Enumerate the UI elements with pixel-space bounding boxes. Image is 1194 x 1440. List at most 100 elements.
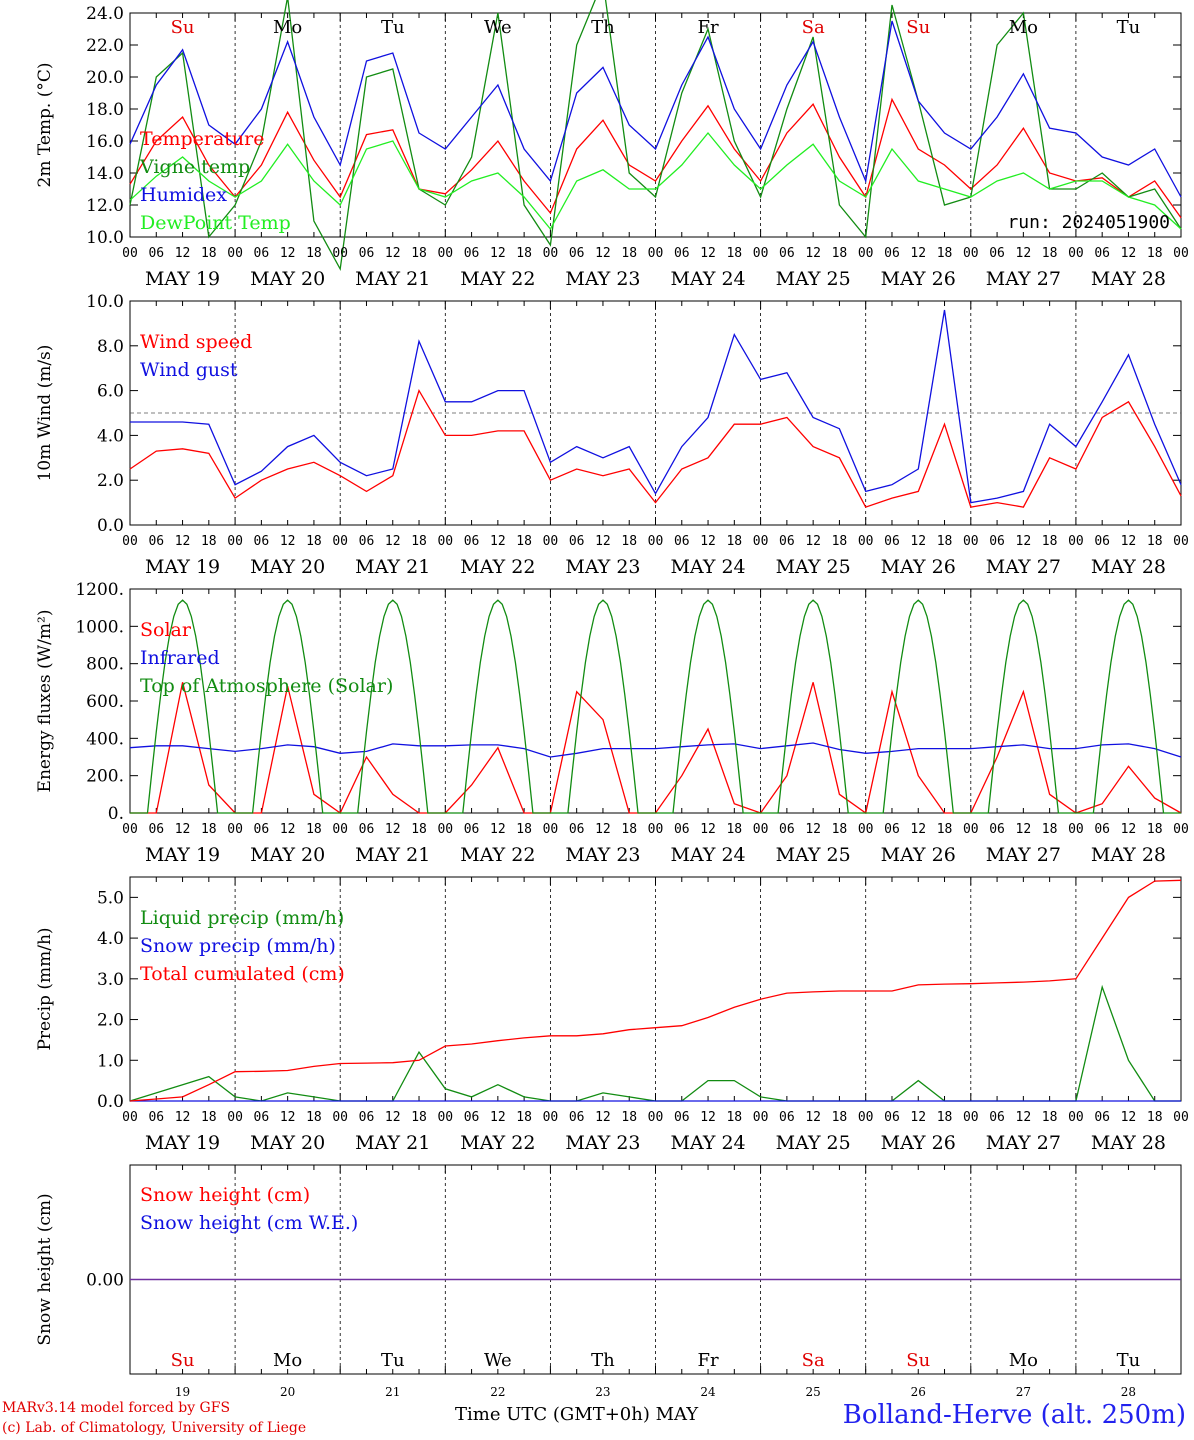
x-hour-label: 00 (963, 534, 979, 549)
legend-entry: DewPoint Temp (140, 212, 291, 234)
day-number: 22 (490, 1385, 505, 1399)
weekday-label: Sa (802, 1350, 825, 1371)
weekday-label: Tu (381, 17, 405, 38)
weekday-label: Th (591, 1350, 615, 1371)
x-hour-label: 12 (805, 246, 821, 261)
weekday-label: Mo (273, 17, 302, 38)
y-tick-label: 12.0 (86, 196, 124, 216)
x-hour-label: 12 (910, 822, 926, 837)
x-hour-label: 18 (411, 246, 427, 261)
x-hour-label: 12 (1121, 534, 1137, 549)
y-axis-label-snow: Snow height (cm) (35, 1193, 55, 1345)
date-label: MAY 27 (986, 844, 1061, 866)
x-hour-label: 18 (726, 534, 742, 549)
date-label: MAY 24 (670, 268, 745, 290)
x-hour-label: 06 (359, 822, 375, 837)
x-hour-label: 12 (385, 822, 401, 837)
x-hour-label: 06 (674, 246, 690, 261)
date-label: MAY 19 (145, 1132, 220, 1154)
legend-entry: Wind speed (140, 331, 252, 353)
x-hour-label: 18 (832, 246, 848, 261)
x-hour-label: 06 (884, 246, 900, 261)
x-hour-label: 06 (464, 1110, 480, 1125)
x-hour-label: 06 (254, 246, 270, 261)
x-hour-label: 12 (700, 822, 716, 837)
x-hour-label: 00 (648, 246, 664, 261)
x-hour-label: 12 (385, 1110, 401, 1125)
x-hour-label: 06 (148, 534, 164, 549)
day-number: 19 (175, 1385, 190, 1399)
y-tick-label: 600. (86, 692, 124, 712)
day-number: 28 (1121, 1385, 1136, 1399)
x-hour-label: 18 (937, 246, 953, 261)
weekday-label: Su (906, 1350, 930, 1371)
lab-credit: (c) Lab. of Climatology, University of L… (2, 1420, 307, 1436)
y-tick-label: 200. (86, 767, 124, 787)
x-hour-label: 12 (910, 246, 926, 261)
model-credit: MARv3.14 model forced by GFS (2, 1400, 231, 1416)
x-hour-label: 06 (989, 1110, 1005, 1125)
date-label: MAY 28 (1091, 1132, 1166, 1154)
date-label: MAY 28 (1091, 556, 1166, 578)
x-hour-label: 12 (1016, 534, 1032, 549)
x-hour-label: 00 (227, 822, 243, 837)
x-hour-label: 18 (411, 1110, 427, 1125)
y-axis-label-temperature: 2m Temp. (°C) (35, 62, 55, 187)
date-label: MAY 26 (881, 844, 956, 866)
y-tick-label: 400. (86, 729, 124, 749)
date-label: MAY 27 (986, 556, 1061, 578)
legend-entry: Snow height (cm W.E.) (140, 1212, 358, 1234)
x-hour-label: 06 (569, 246, 585, 261)
date-label: MAY 24 (670, 556, 745, 578)
x-hour-label: 18 (726, 246, 742, 261)
date-label: MAY 20 (250, 1132, 325, 1154)
x-hour-label: 12 (280, 822, 296, 837)
x-hour-label: 18 (1042, 822, 1058, 837)
x-hour-label: 06 (359, 246, 375, 261)
weekday-label: Mo (1009, 17, 1038, 38)
day-number: 23 (595, 1385, 610, 1399)
weekday-label: Tu (1117, 1350, 1141, 1371)
x-hour-label: 12 (805, 822, 821, 837)
x-hour-label: 12 (490, 246, 506, 261)
plot-frame-energy (129, 588, 1182, 814)
x-hour-label: 06 (779, 822, 795, 837)
x-hour-label: 18 (306, 1110, 322, 1125)
location-label: Bolland-Herve (alt. 250m) (842, 1400, 1186, 1430)
date-label: MAY 25 (776, 844, 851, 866)
legend-entry: Humidex (140, 184, 227, 206)
x-hour-label: 12 (595, 246, 611, 261)
x-hour-label: 18 (1147, 246, 1163, 261)
weekday-label: Mo (273, 1350, 302, 1371)
date-label: MAY 19 (145, 844, 220, 866)
x-hour-label: 00 (648, 534, 664, 549)
y-tick-label: 24.0 (86, 4, 124, 24)
x-hour-label: 00 (858, 822, 874, 837)
date-label: MAY 21 (355, 844, 430, 866)
x-hour-label: 00 (1068, 246, 1084, 261)
weekday-label: Fr (698, 1350, 719, 1371)
y-tick-label: 1200. (75, 580, 124, 600)
x-hour-label: 18 (1147, 534, 1163, 549)
date-label: MAY 23 (565, 268, 640, 290)
x-hour-label: 00 (437, 246, 453, 261)
x-hour-label: 00 (1068, 822, 1084, 837)
date-label: MAY 19 (145, 268, 220, 290)
date-label: MAY 21 (355, 556, 430, 578)
y-tick-label: 0.0 (97, 516, 124, 536)
x-hour-label: 18 (937, 822, 953, 837)
x-hour-label: 06 (884, 534, 900, 549)
date-label: MAY 22 (460, 268, 535, 290)
x-hour-label: 00 (543, 534, 559, 549)
series-line-wind-speed (129, 388, 1182, 508)
x-hour-label: 00 (227, 534, 243, 549)
x-hour-label: 12 (910, 1110, 926, 1125)
x-hour-label: 18 (516, 1110, 532, 1125)
x-hour-label: 00 (648, 1110, 664, 1125)
series-line-dewpoint-temp (129, 131, 1182, 231)
x-hour-label: 06 (1094, 534, 1110, 549)
x-hour-label: 06 (148, 822, 164, 837)
series-line-humidex (129, 20, 1182, 198)
x-hour-label: 12 (280, 246, 296, 261)
